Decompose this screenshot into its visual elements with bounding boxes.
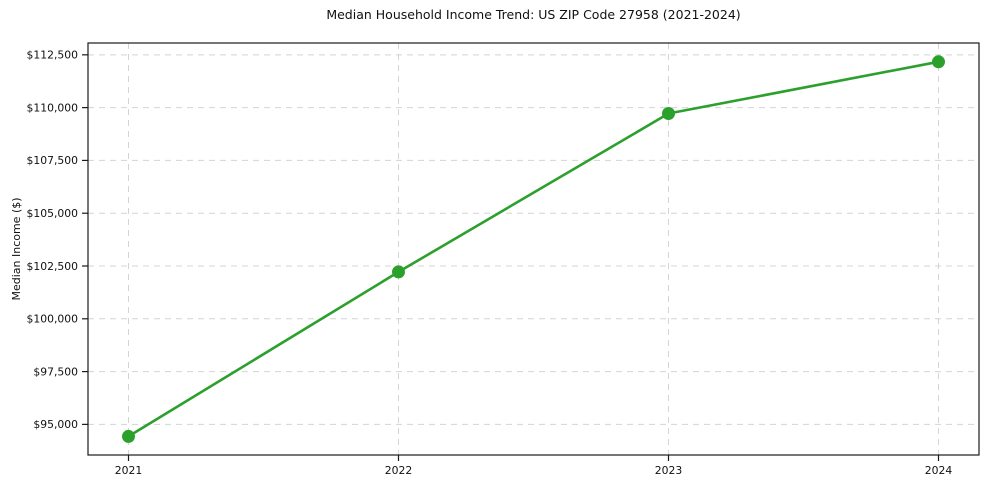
data-point-marker: [122, 429, 135, 443]
chart-title: Median Household Income Trend: US ZIP Co…: [326, 7, 741, 22]
y-tick-label: $97,500: [33, 365, 78, 378]
y-tick-label: $107,500: [26, 154, 78, 167]
y-tick-label: $110,000: [26, 101, 78, 114]
data-point-marker: [662, 107, 675, 121]
x-tick-label: 2024: [925, 464, 953, 477]
x-tick-label: 2023: [655, 464, 682, 477]
data-point-marker: [392, 265, 405, 279]
y-tick-label: $95,000: [33, 418, 78, 431]
y-tick-label: $105,000: [26, 207, 78, 220]
y-tick-label: $100,000: [26, 313, 78, 326]
axes-spines: [87, 42, 980, 456]
y-tick-label: $112,500: [26, 49, 78, 62]
data-point-marker: [932, 55, 945, 69]
x-tick-label: 2021: [115, 464, 142, 477]
data-line: [127, 60, 940, 438]
y-tick-label: $102,500: [26, 260, 78, 273]
x-tick-label: 2022: [385, 464, 412, 477]
